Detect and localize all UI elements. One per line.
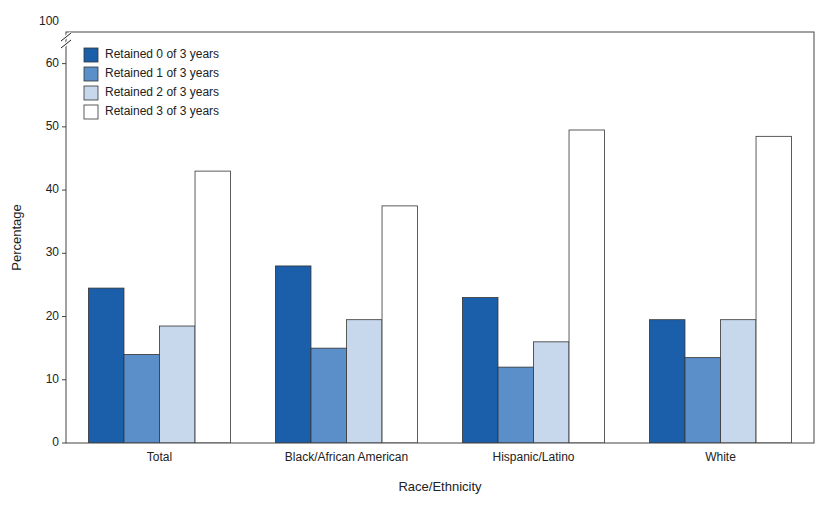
x-tick-label: Hispanic/Latino: [492, 450, 574, 464]
legend-label: Retained 2 of 3 years: [105, 85, 219, 99]
annotation: 100: [39, 14, 59, 28]
x-tick-label: Total: [147, 450, 172, 464]
bar: [685, 358, 721, 443]
legend-swatch: [84, 105, 98, 119]
bar: [124, 354, 160, 443]
legend-label: Retained 0 of 3 years: [105, 47, 219, 61]
y-tick-label: 10: [46, 372, 60, 386]
axis-break: [61, 33, 71, 41]
legend-label: Retained 3 of 3 years: [105, 104, 219, 118]
y-tick-label: 0: [52, 435, 59, 449]
plot-frame: [66, 32, 814, 443]
y-tick-label: 30: [46, 245, 60, 259]
bar: [311, 348, 347, 443]
x-tick-label: Black/African American: [285, 450, 408, 464]
legend-background: [76, 40, 227, 127]
bar: [275, 266, 311, 443]
legend: Retained 0 of 3 years Retained 1 of 3 yea…: [76, 40, 227, 127]
y-tick: [62, 63, 66, 64]
y-tick-label: 50: [46, 119, 60, 133]
bar: [721, 320, 757, 443]
bar: [195, 171, 231, 443]
y-tick: [62, 379, 66, 380]
axis-break-bg: [61, 33, 71, 41]
y-tick-label: 60: [46, 56, 60, 70]
x-tick-label: White: [705, 450, 736, 464]
bar: [498, 367, 534, 443]
y-axis-label: Percentage: [9, 204, 24, 271]
bar: [649, 320, 685, 443]
bars: [88, 130, 791, 443]
y-tick: [62, 190, 66, 191]
bar: [569, 130, 605, 443]
bar: [462, 298, 498, 443]
x-axis-label: Race/Ethnicity: [398, 479, 482, 494]
legend-swatch: [84, 86, 98, 100]
y-tick: [62, 316, 66, 317]
y-tick: [62, 253, 66, 254]
bar: [382, 206, 418, 443]
bar: [160, 326, 196, 443]
bar: [756, 136, 792, 443]
bar: [534, 342, 570, 443]
chart-container: 0 10 20 30 40 50 60 100 Total Black/African Ameri…: [0, 0, 832, 505]
legend-label: Retained 1 of 3 years: [105, 66, 219, 80]
bar: [88, 288, 124, 443]
legend-swatch: [84, 67, 98, 81]
y-tick: [62, 126, 66, 127]
y-tick-label: 40: [46, 182, 60, 196]
chart-svg: 0 10 20 30 40 50 60 100 Total Black/African Ameri…: [0, 0, 832, 505]
legend-swatch: [84, 48, 98, 62]
bar: [347, 320, 383, 443]
y-tick-label: 20: [46, 309, 60, 323]
y-tick: [62, 443, 66, 444]
